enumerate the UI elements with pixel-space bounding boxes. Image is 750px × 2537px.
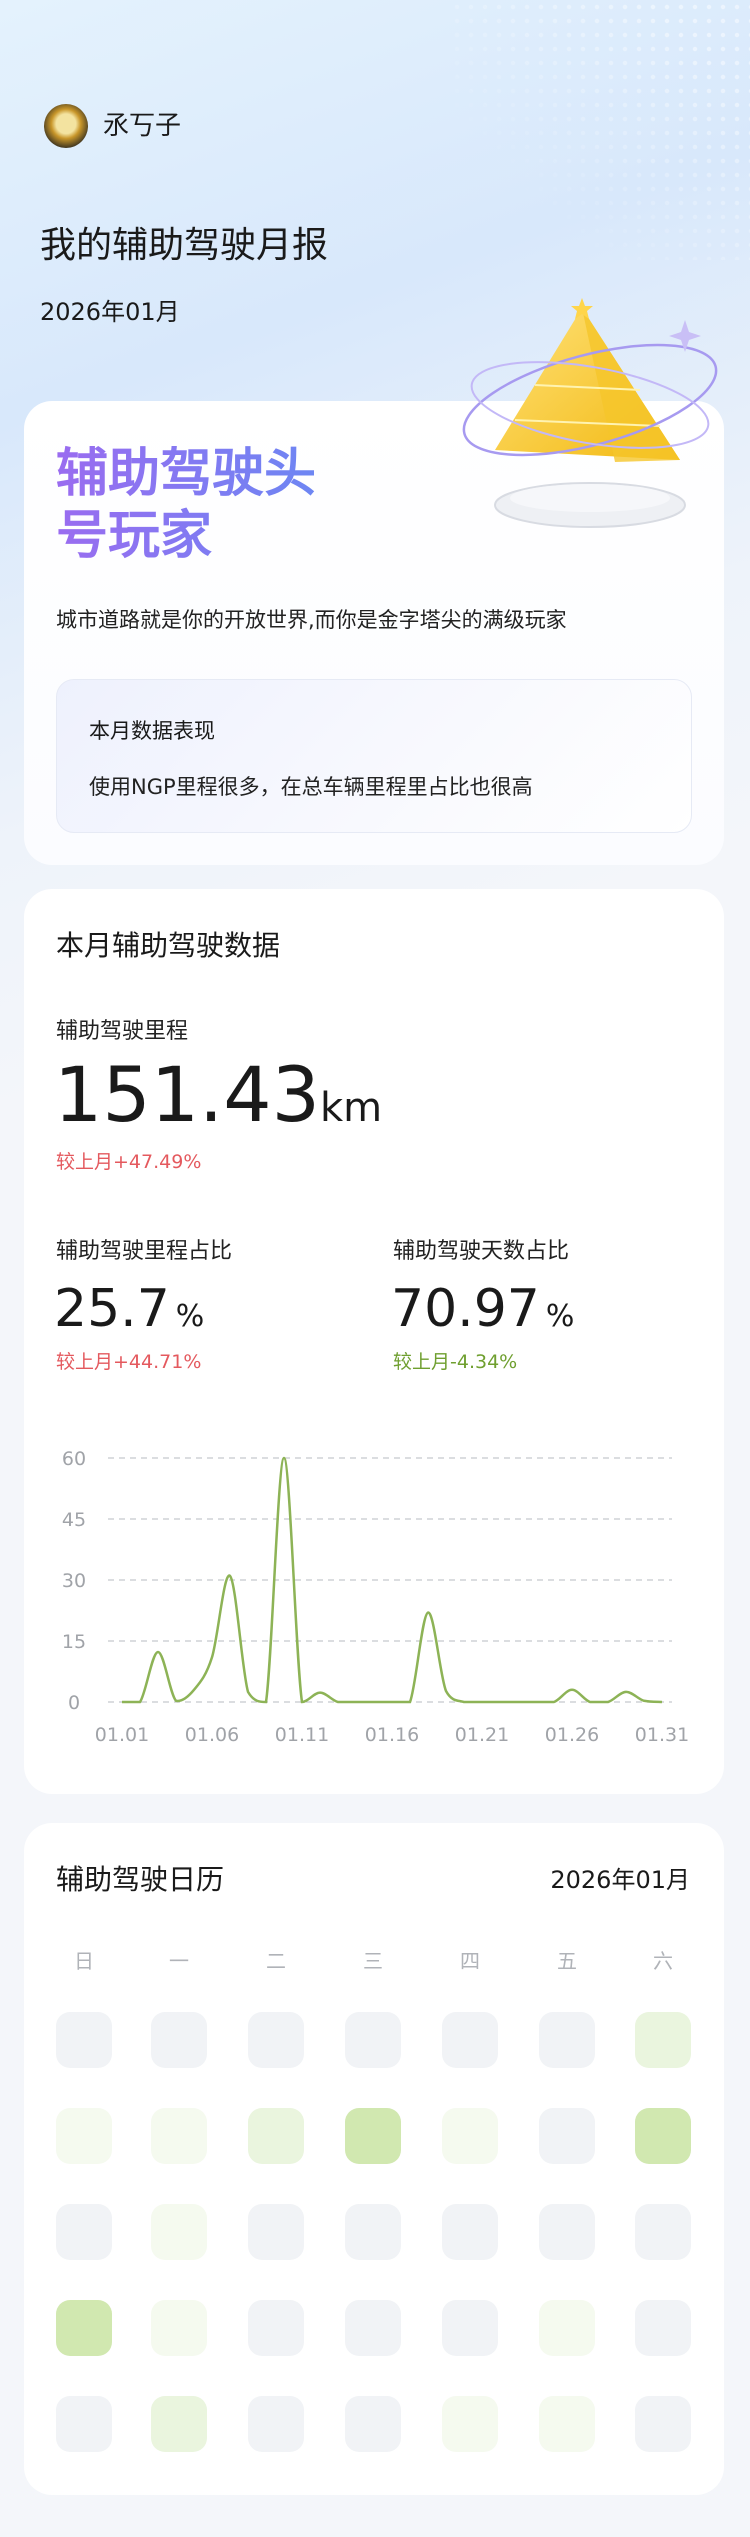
username: 氶丂子 (103, 111, 182, 141)
weekday-label: 三 (363, 1949, 383, 1973)
calendar-day-cell[interactable] (539, 2396, 595, 2452)
calendar-day-cell[interactable] (442, 2012, 498, 2068)
stats-section-title: 本月辅助驾驶数据 (56, 929, 281, 962)
calendar-title: 辅助驾驶日历 (56, 1863, 225, 1896)
mileage-ratio-number: 25.7 (54, 1279, 170, 1339)
calendar-month[interactable]: 2026年01月 (550, 1866, 690, 1894)
calendar-day-cell[interactable] (56, 2204, 112, 2260)
x-tick-label: 01.06 (185, 1724, 239, 1746)
calendar-day-cell[interactable] (442, 2300, 498, 2356)
mileage-ratio-label: 辅助驾驶里程占比 (56, 1239, 233, 1264)
x-tick-label: 01.21 (455, 1724, 509, 1746)
calendar-day-cell[interactable] (345, 2108, 401, 2164)
calendar-day-cell[interactable] (345, 2012, 401, 2068)
y-tick-label: 60 (62, 1448, 86, 1470)
x-tick-label: 01.31 (635, 1724, 689, 1746)
calendar-day-cell[interactable] (442, 2204, 498, 2260)
calendar-day-cell[interactable] (56, 2108, 112, 2164)
calendar-day-cell[interactable] (151, 2396, 207, 2452)
mileage-label: 辅助驾驶里程 (56, 1019, 189, 1044)
y-tick-label: 30 (62, 1570, 86, 1592)
weekday-label: 六 (653, 1949, 673, 1973)
mileage-unit: km (319, 1085, 383, 1131)
calendar-day-cell[interactable] (151, 2204, 207, 2260)
x-tick-label: 01.16 (365, 1724, 419, 1746)
background-pattern (450, 0, 750, 260)
calendar-card: 辅助驾驶日历 2026年01月 日 一 二 三 四 五 六 (24, 1823, 724, 2495)
calendar-day-cell[interactable] (151, 2108, 207, 2164)
x-tick-label: 01.11 (275, 1724, 329, 1746)
calendar-day-cell[interactable] (248, 2108, 304, 2164)
badge-card: 辅助驾驶头 号玩家 城市道路就是你的开放世界,而你是金字塔尖的满级玩家 本月数据… (24, 401, 724, 865)
summary-text: 使用NGP里程很多，在总车辆里程里占比也很高 (89, 775, 533, 799)
summary-box: 本月数据表现 使用NGP里程很多，在总车辆里程里占比也很高 (56, 679, 692, 833)
calendar-day-cell[interactable] (635, 2108, 691, 2164)
mileage-series-line (122, 1456, 663, 1704)
mileage-change: 较上月+47.49% (56, 1151, 202, 1173)
y-tick-label: 15 (62, 1631, 86, 1653)
driving-stats-card: 本月辅助驾驶数据 辅助驾驶里程 151.43km 较上月+47.49% 辅助驾驶… (24, 889, 724, 1794)
calendar-day-cell[interactable] (56, 2300, 112, 2356)
pyramid-trophy-icon (462, 298, 718, 528)
calendar-day-cell[interactable] (539, 2204, 595, 2260)
avatar[interactable] (44, 104, 88, 148)
calendar-day-cell[interactable] (248, 2396, 304, 2452)
badge-title: 辅助驾驶头 号玩家 (56, 443, 316, 567)
weekday-label: 四 (460, 1949, 480, 1973)
days-ratio-number: 70.97 (391, 1279, 540, 1339)
mileage-ratio-change: 较上月+44.71% (56, 1351, 202, 1373)
calendar-day-cell[interactable] (539, 2300, 595, 2356)
days-ratio-change: 较上月-4.34% (393, 1351, 518, 1373)
weekday-label: 二 (266, 1949, 286, 1973)
days-ratio-label: 辅助驾驶天数占比 (393, 1239, 570, 1264)
calendar-day-cell[interactable] (442, 2108, 498, 2164)
calendar-day-cell[interactable] (345, 2396, 401, 2452)
y-tick-label: 45 (62, 1509, 86, 1531)
calendar-day-cell[interactable] (56, 2012, 112, 2068)
summary-heading: 本月数据表现 (89, 719, 215, 743)
report-month: 2026年01月 (40, 298, 180, 326)
calendar-day-cell[interactable] (56, 2396, 112, 2452)
badge-title-line1: 辅助驾驶头 (56, 444, 317, 504)
weekday-label: 五 (557, 1949, 577, 1973)
page-title: 我的辅助驾驶月报 (40, 225, 329, 266)
calendar-day-cell[interactable] (151, 2012, 207, 2068)
mileage-ratio-unit: % (175, 1299, 205, 1334)
days-ratio-value: 70.97% (391, 1277, 574, 1349)
calendar-day-cell[interactable] (345, 2204, 401, 2260)
badge-title-line2: 号玩家 (56, 506, 213, 566)
calendar-day-cell[interactable] (345, 2300, 401, 2356)
calendar-day-cell[interactable] (539, 2012, 595, 2068)
x-tick-label: 01.26 (545, 1724, 599, 1746)
calendar-day-cell[interactable] (635, 2012, 691, 2068)
mileage-number: 151.43 (54, 1050, 320, 1139)
calendar-day-cell[interactable] (248, 2300, 304, 2356)
calendar-day-cell[interactable] (248, 2012, 304, 2068)
x-tick-label: 01.01 (95, 1724, 149, 1746)
calendar-day-cell[interactable] (248, 2204, 304, 2260)
calendar-day-cell[interactable] (635, 2300, 691, 2356)
mileage-value: 151.43km (54, 1053, 382, 1150)
calendar-day-cell[interactable] (635, 2204, 691, 2260)
weekday-label: 一 (169, 1949, 189, 1973)
calendar-day-cell[interactable] (539, 2108, 595, 2164)
calendar-day-cell[interactable] (635, 2396, 691, 2452)
calendar-day-cell[interactable] (442, 2396, 498, 2452)
y-tick-label: 0 (68, 1692, 80, 1714)
mileage-ratio-value: 25.7% (54, 1277, 204, 1349)
days-ratio-unit: % (545, 1299, 575, 1334)
badge-subtitle: 城市道路就是你的开放世界,而你是金字塔尖的满级玩家 (56, 608, 567, 632)
weekday-label: 日 (74, 1949, 94, 1973)
calendar-day-cell[interactable] (151, 2300, 207, 2356)
daily-mileage-chart: 0 15 30 45 60 01.01 01.06 01.11 01.16 01.21 01.26 0… (62, 1448, 689, 1746)
